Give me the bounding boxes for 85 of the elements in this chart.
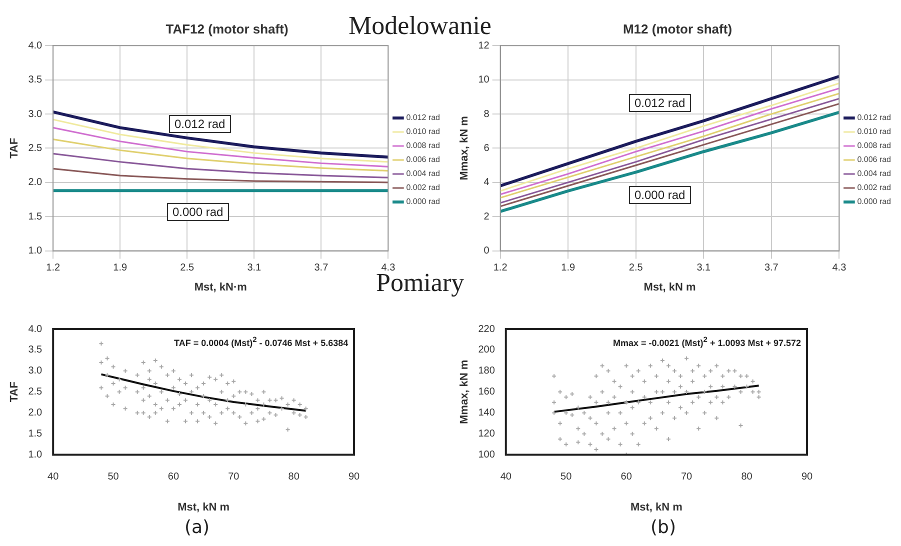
y-tick-label: 1.0 — [28, 246, 43, 257]
x-tick-label: 2.5 — [180, 262, 195, 274]
annotation: Mmax = -0.0021 (Mst)$^{2}$ + 1.0093 Mst + 97.572 — [613, 335, 802, 348]
y-axis-title: Mmax, kN m — [458, 116, 471, 180]
y-tick-label: 2.0 — [28, 177, 43, 188]
y-tick-label: 8 — [484, 108, 490, 120]
x-tick-label: 4.3 — [832, 262, 847, 274]
y-tick-label: 3.5 — [28, 344, 43, 356]
annotation: 0.000 rad — [628, 186, 692, 204]
legend-label: 0.000 rad — [857, 197, 892, 206]
legend-label: 0.004 rad — [857, 169, 892, 178]
legend-label: 0.010 rad — [857, 127, 892, 136]
x-tick-label: 90 — [348, 472, 360, 483]
legend-label: 0.006 rad — [857, 155, 892, 164]
legend-label: 0.000 rad — [406, 197, 440, 206]
x-tick-label: 70 — [228, 472, 240, 483]
y-tick-label: 200 — [478, 344, 496, 356]
y-tick-label: 160 — [478, 386, 496, 398]
text: (b) — [650, 516, 676, 538]
legend-label: 0.012 rad — [857, 113, 892, 122]
x-tick-label: 1.9 — [113, 262, 128, 274]
y-tick-label: 4.0 — [28, 324, 43, 335]
x-tick-label: 70 — [680, 472, 693, 483]
y-tick-label: 2.5 — [28, 386, 43, 398]
y-tick-label: 140 — [478, 408, 496, 419]
x-tick-label: 40 — [500, 472, 512, 483]
y-tick-label: 1.0 — [28, 450, 43, 461]
x-tick-label: 50 — [560, 472, 572, 483]
x-tick-label: 1.9 — [561, 262, 576, 274]
y-tick-label: 1.5 — [28, 211, 43, 222]
y-tick-label: 6 — [484, 142, 490, 154]
x-tick-label: 1.2 — [46, 262, 60, 274]
text: Modelowanie — [348, 11, 492, 41]
x-tick-label: 3.7 — [314, 262, 329, 274]
legend-label: 0.008 rad — [406, 141, 440, 150]
y-tick-label: 120 — [478, 428, 496, 440]
legend-label: 0.008 rad — [857, 141, 892, 150]
chart-title: TAF12 (motor shaft) — [166, 21, 288, 36]
y-tick-label: 3.5 — [28, 74, 43, 86]
y-tick-label: 2 — [484, 211, 490, 222]
y-tick-label: 1.5 — [28, 428, 43, 440]
y-tick-label: 2.5 — [28, 142, 43, 154]
x-tick-label: 90 — [801, 472, 813, 483]
x-tick-label: 3.7 — [764, 262, 779, 274]
y-tick-label: 4 — [484, 177, 490, 188]
y-tick-label: 2.0 — [28, 408, 43, 419]
legend-label: 0.004 rad — [406, 169, 440, 178]
x-axis-title: Mst, kN m — [644, 281, 696, 294]
y-tick-label: 180 — [478, 366, 496, 377]
y-tick-label: 100 — [478, 450, 496, 461]
legend-label: 0.012 rad — [406, 113, 440, 122]
x-tick-label: 60 — [168, 472, 180, 483]
legend-label: 0.002 rad — [857, 183, 892, 192]
x-tick-label: 50 — [108, 472, 120, 483]
y-tick-label: 3.0 — [28, 366, 43, 377]
annotation: 0.012 rad — [168, 115, 232, 133]
x-tick-label: 40 — [48, 472, 60, 483]
legend-label: 0.006 rad — [406, 155, 440, 164]
y-tick-label: 12 — [478, 40, 490, 52]
text: (a) — [184, 516, 210, 538]
x-tick-label: 1.2 — [493, 262, 508, 274]
x-tick-label: 80 — [741, 472, 753, 483]
annotation: TAF = 0.0004 (Mst)$^{2}$ - 0.0746 Mst + 5.6384 — [174, 335, 348, 348]
x-tick-label: 80 — [288, 472, 300, 483]
y-tick-label: 220 — [478, 324, 496, 335]
y-tick-label: 4.0 — [28, 40, 43, 52]
legend-label: 0.002 rad — [406, 183, 440, 192]
x-tick-label: 4.3 — [381, 262, 396, 274]
x-axis-title: Mst, kN m — [178, 501, 230, 514]
x-tick-label: 3.1 — [247, 262, 262, 274]
y-tick-label: 3.0 — [28, 108, 43, 120]
x-tick-label: 2.5 — [628, 262, 644, 274]
y-axis-title: TAF — [8, 381, 21, 402]
legend-label: 0.010 rad — [406, 127, 440, 136]
annotation: 0.000 rad — [166, 203, 230, 221]
x-axis-title: Mst, kN·m — [194, 281, 248, 294]
y-axis-title: TAF — [8, 138, 21, 158]
chart-title: M12 (motor shaft) — [622, 21, 732, 36]
x-axis-title: Mst, kN m — [630, 501, 683, 514]
x-tick-label: 60 — [620, 472, 632, 483]
annotation: 0.012 rad — [628, 94, 692, 112]
x-tick-label: 3.1 — [696, 262, 712, 274]
y-axis-title: Mmax, kN m — [458, 360, 471, 424]
y-tick-label: 0 — [484, 246, 490, 257]
y-tick-label: 10 — [478, 74, 490, 86]
